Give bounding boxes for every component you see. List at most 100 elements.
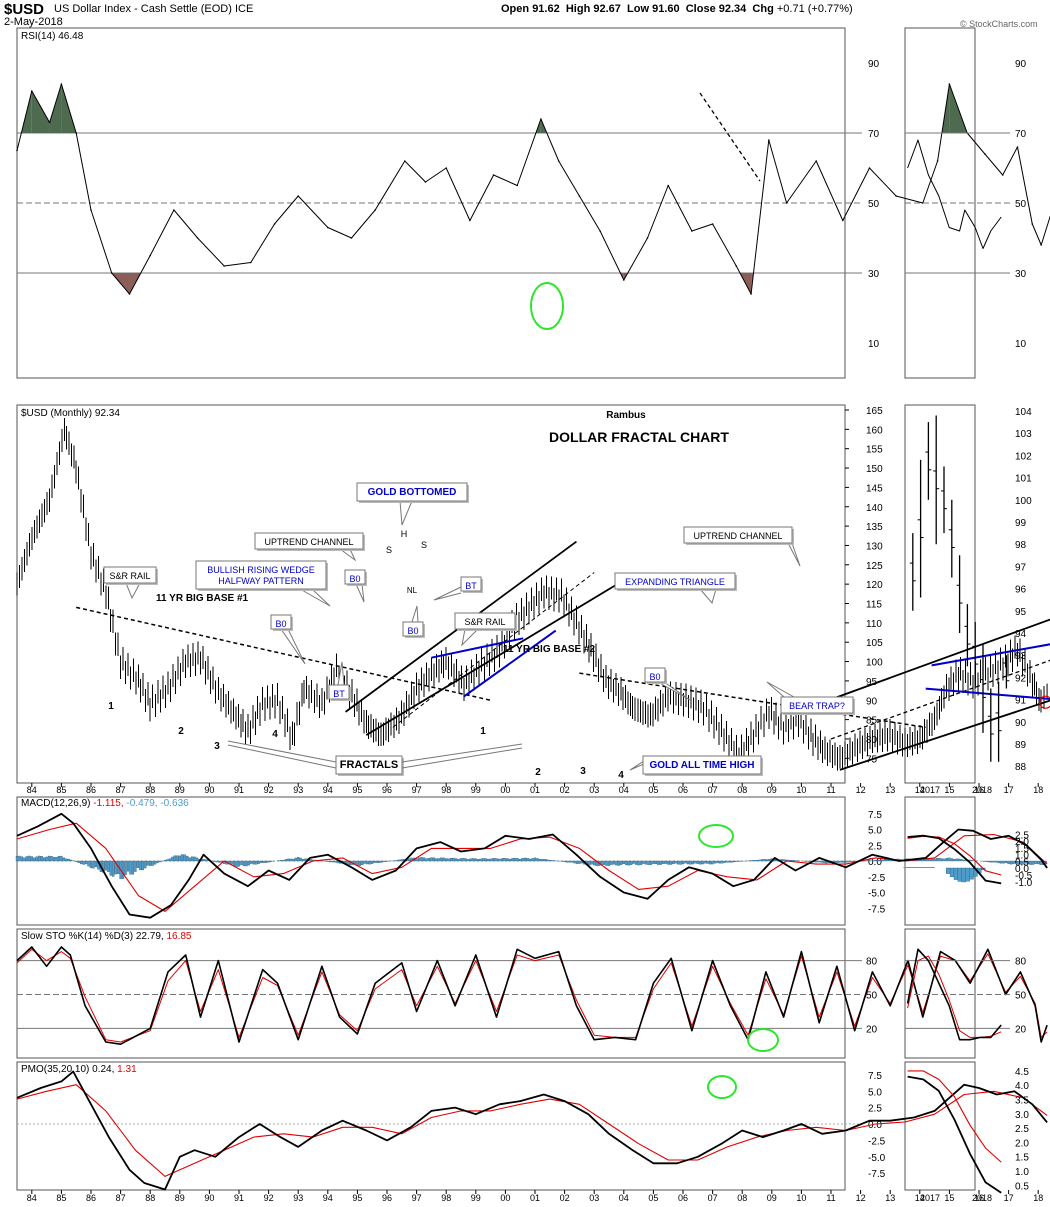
inset-rsi-tick-label: 90 — [1015, 59, 1027, 70]
rsi-point — [1031, 223, 1034, 225]
price-tick-label: 105 — [866, 638, 883, 649]
svg-text:B0: B0 — [275, 619, 286, 629]
inset-sto-tick-label: 20 — [1015, 1024, 1027, 1035]
sto-tick-label: 50 — [866, 991, 878, 1002]
pivot-left-4: 4 — [272, 729, 278, 740]
svg-text:EXPANDING TRIANGLE: EXPANDING TRIANGLE — [625, 577, 725, 587]
inset_price-panel-frame — [904, 404, 976, 784]
pmo-xtick-label: 86 — [86, 1193, 96, 1203]
price-xtick-label: 07 — [708, 785, 718, 795]
svg-text:B0: B0 — [349, 574, 360, 584]
inset-price-tick-label: 95 — [1015, 607, 1027, 618]
rsi-tick-label: 10 — [868, 339, 880, 350]
inset-price-tick-label: 101 — [1015, 474, 1032, 485]
pmo-tick-label: 0.0 — [868, 1120, 882, 1131]
inset-price-tick-label: 92 — [1015, 673, 1027, 684]
inset-xtick-label: 2017 — [920, 785, 940, 795]
pmo-tick-label: -2.5 — [868, 1136, 886, 1147]
pmo-xtick-label: 10 — [796, 1193, 806, 1203]
price-tick-label: 140 — [866, 503, 883, 514]
inset-pmo-tick-label: 2.0 — [1015, 1138, 1029, 1149]
breakout-tag: B0 — [270, 614, 306, 665]
rsi-oversold-highlight — [530, 282, 564, 330]
svg-text:UPTREND CHANNEL: UPTREND CHANNEL — [264, 537, 353, 547]
svg-text:GOLD BOTTOMED: GOLD BOTTOMED — [368, 487, 457, 498]
rsi-point — [785, 202, 788, 204]
breakout-tag: B0 — [344, 569, 367, 603]
inset-xtick-label: 2018 — [972, 1193, 992, 1203]
inset-pmo-tick-label: 1.5 — [1015, 1153, 1029, 1164]
sto-tick-label: 80 — [866, 957, 878, 968]
pmo-highlight — [707, 1075, 737, 1099]
inset-price-tick-label: 94 — [1015, 629, 1027, 640]
wedge-upper-line — [431, 637, 524, 659]
pivot-left-2: 2 — [178, 726, 184, 737]
inset-sto-tick-label: 80 — [1015, 957, 1027, 968]
pmo-xtick-label: 92 — [264, 1193, 274, 1203]
price-xtick-label: 99 — [471, 785, 481, 795]
price-xtick-label: 12 — [856, 785, 866, 795]
shoulder-right-label: S — [421, 540, 427, 550]
macd-tick-label: 0.0 — [868, 857, 882, 868]
inset-macd-tick-label: -1.0 — [1015, 878, 1033, 889]
stockcharts-logo: © StockCharts.com — [960, 19, 1038, 29]
inset-macd-tick-label: 2.0 — [1015, 837, 1029, 848]
pmo-xtick-label: 93 — [293, 1193, 303, 1203]
price-xtick-label: 16 — [974, 785, 984, 795]
pmo-xtick-label: 05 — [648, 1193, 658, 1203]
svg-text:HALFWAY PATTERN: HALFWAY PATTERN — [218, 576, 304, 586]
pmo-xtick-label: 13 — [885, 1193, 895, 1203]
inset-macd-tick-label: 1.0 — [1015, 851, 1029, 862]
inset-rsi-tick-label: 70 — [1015, 129, 1027, 140]
inset-rsi-tick-label: 50 — [1015, 199, 1027, 210]
rsi-point — [250, 261, 252, 264]
gold-bottomed-callout: GOLD BOTTOMED — [356, 482, 469, 526]
svg-text:BULLISH RISING WEDGE: BULLISH RISING WEDGE — [207, 565, 315, 575]
pmo-xtick-label: 06 — [678, 1193, 688, 1203]
sr-rail-line-2 — [579, 672, 926, 729]
price-xtick-label: 14 — [915, 785, 925, 795]
svg-text:GOLD ALL TIME HIGH: GOLD ALL TIME HIGH — [650, 760, 755, 771]
macd-highlight — [698, 824, 734, 848]
price-xtick-label: 94 — [323, 785, 333, 795]
price-xtick-label: 06 — [678, 785, 688, 795]
price-xtick-label: 98 — [441, 785, 451, 795]
pivot-right-4: 4 — [618, 770, 624, 781]
rsi-point — [492, 174, 495, 176]
bear-trap-callout: BEAR TRAP? — [766, 681, 855, 715]
pmo-xtick-label: 12 — [856, 1193, 866, 1203]
rsi-point — [75, 132, 77, 134]
price-tick-label: 135 — [866, 522, 883, 533]
rsi-point — [842, 219, 844, 222]
macd-tick-label: -7.5 — [868, 904, 886, 915]
pmo-xtick-label: 94 — [323, 1193, 333, 1203]
instrument-name: US Dollar Index - Cash Settle (EOD) ICE — [54, 3, 254, 15]
uptrend-channel-2-mid — [830, 659, 1050, 740]
neckline-label: NL — [407, 586, 418, 595]
macd-histogram — [15, 854, 1047, 880]
pmo-xtick-label: 91 — [234, 1193, 244, 1203]
rsi-point — [516, 184, 519, 187]
rsi-overbought-fill — [31, 91, 50, 133]
price-tick-label: 165 — [866, 406, 883, 417]
price-xtick-label: 87 — [116, 785, 126, 795]
price-xtick-label: 11 — [826, 785, 835, 795]
pmo-xtick-label: 14 — [915, 1193, 925, 1203]
sr-rail-line-1 — [76, 606, 491, 701]
macd-tick-label: 7.5 — [868, 810, 882, 821]
rsi-point — [711, 223, 714, 225]
rsi-downtrend-line — [699, 92, 761, 182]
sto-highlight — [747, 1028, 779, 1052]
pmo-xtick-label: 87 — [116, 1193, 126, 1203]
price-xtick-label: 04 — [619, 785, 629, 795]
rsi-point — [31, 90, 33, 92]
inset-pmo-tick-label: 3.5 — [1015, 1095, 1029, 1106]
pmo-xtick-label: 95 — [352, 1193, 362, 1203]
inset-price-tick-label: 103 — [1015, 429, 1032, 440]
pmo-signal-line — [16, 1084, 1048, 1177]
inset-pmo-signal — [907, 1070, 1002, 1163]
inset-pmo-tick-label: 4.0 — [1015, 1081, 1029, 1092]
ohlc-quote: Open 91.62 High 92.67 Low 91.60 Close 92… — [501, 3, 853, 15]
shoulder-left-label: S — [386, 545, 392, 555]
price-tick-label: 90 — [866, 696, 878, 707]
